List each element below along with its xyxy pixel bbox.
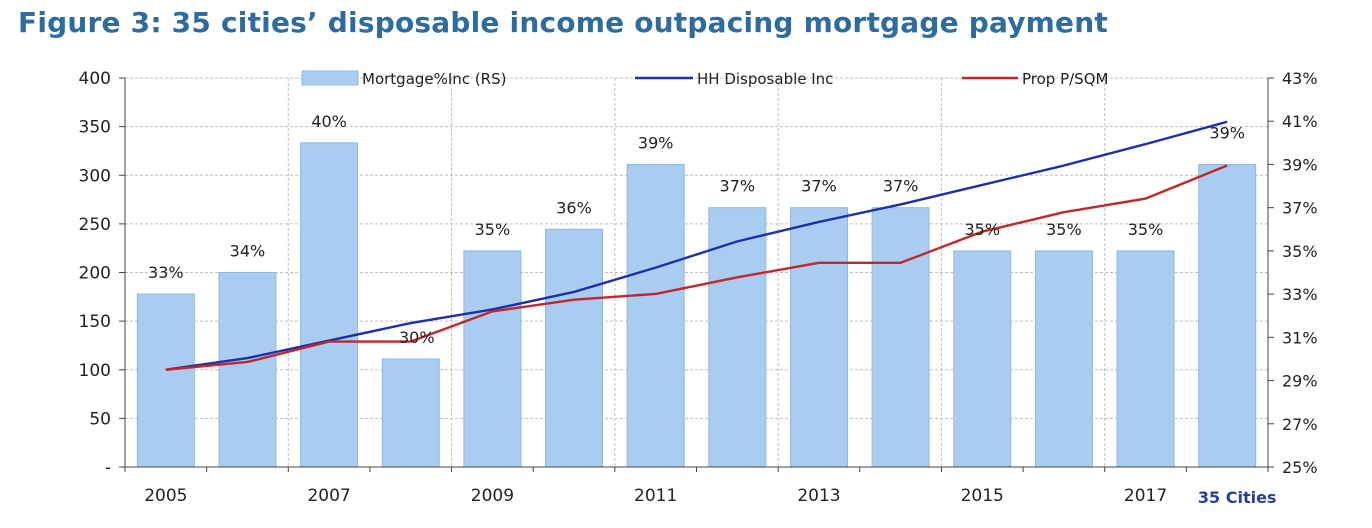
right-tick-label: 35% <box>1282 242 1318 261</box>
right-tick-label: 29% <box>1282 372 1318 391</box>
bar-data-label: 37% <box>883 177 919 196</box>
line-series <box>165 120 1228 371</box>
x-tick-label: 2005 <box>144 486 187 506</box>
x-tick-label: 2009 <box>471 486 514 506</box>
bar <box>300 142 359 468</box>
x-tick-label: 2011 <box>634 486 677 506</box>
right-tick-label: 27% <box>1282 415 1318 434</box>
figure-title: Figure 3: 35 cities’ disposable income o… <box>18 6 1108 39</box>
bar <box>1198 163 1257 468</box>
legend-swatch-bar <box>301 70 359 86</box>
axes: -5010015020025030035040025%27%29%31%33%3… <box>79 69 1318 507</box>
bar <box>136 293 195 468</box>
bar-data-label: 33% <box>148 263 184 282</box>
legend-label: HH Disposable Inc <box>697 70 833 88</box>
x-tick-label: 2015 <box>961 486 1004 506</box>
left-tick-label: 250 <box>79 215 111 235</box>
bar-data-label: 36% <box>556 198 592 217</box>
left-tick-label: 50 <box>89 409 111 429</box>
bar-data-label: 35% <box>475 220 511 239</box>
left-tick-label: 300 <box>79 166 111 186</box>
x-tick-label: 2017 <box>1124 486 1167 506</box>
left-tick-label: 100 <box>79 361 111 381</box>
right-tick-label: 43% <box>1282 69 1318 88</box>
legend-label: Mortgage%Inc (RS) <box>362 70 506 88</box>
grid-lines <box>125 77 1268 467</box>
bar-data-label: 37% <box>801 177 837 196</box>
right-tick-label: 33% <box>1282 285 1318 304</box>
bar-data-label: 37% <box>720 177 756 196</box>
bar-data-label: 34% <box>230 242 266 261</box>
bar-data-label: 30% <box>399 328 435 347</box>
left-tick-label: - <box>105 458 111 478</box>
legend: Mortgage%Inc (RS) HH Disposable Inc Prop P… <box>301 70 1108 88</box>
right-tick-label: 31% <box>1282 328 1318 347</box>
bar-data-label: 35% <box>1046 220 1082 239</box>
bar-data-label: 35% <box>964 220 1000 239</box>
bar <box>218 272 277 468</box>
series-line <box>165 120 1228 371</box>
x-tick-label: 2013 <box>797 486 840 506</box>
right-tick-label: 25% <box>1282 458 1318 477</box>
right-tick-label: 37% <box>1282 199 1318 218</box>
bar <box>381 358 440 468</box>
left-tick-label: 400 <box>79 69 111 89</box>
left-tick-label: 150 <box>79 312 111 332</box>
bar <box>789 207 848 468</box>
bar <box>545 228 604 468</box>
bar <box>463 250 522 468</box>
bar-data-label: 39% <box>638 133 674 152</box>
bar <box>1034 250 1093 468</box>
series-line <box>165 164 1228 371</box>
bar <box>871 207 930 468</box>
left-tick-label: 200 <box>79 264 111 284</box>
bar-data-label: 40% <box>311 112 347 131</box>
bar-data-label: 35% <box>1128 220 1164 239</box>
left-tick-label: 350 <box>79 118 111 138</box>
legend-label: Prop P/SQM <box>1022 70 1108 88</box>
bar <box>953 250 1012 468</box>
bar-data-labels: 33% 34% 40% 30% 35% 36% 39% 37% 37% 37% 35% 35% 35% 3… <box>148 112 1245 347</box>
right-tick-label: 41% <box>1282 112 1318 131</box>
bar <box>708 207 767 468</box>
bar-data-label: 39% <box>1209 123 1245 142</box>
x-subtitle: 35 Cities <box>1198 488 1277 507</box>
bar <box>626 163 685 468</box>
bar-series <box>136 142 1257 468</box>
right-tick-label: 39% <box>1282 155 1318 174</box>
bar <box>1116 250 1175 468</box>
x-tick-label: 2007 <box>307 486 350 506</box>
